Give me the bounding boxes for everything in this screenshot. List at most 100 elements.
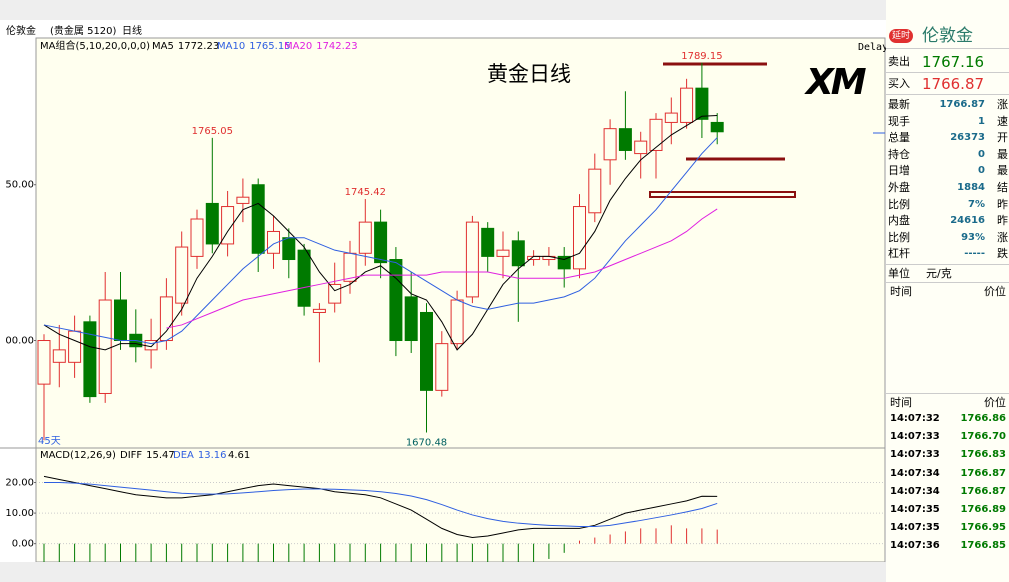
row-extra: 结 — [997, 181, 1008, 194]
candle-body — [664, 112, 678, 123]
tick-price: 1766.85 — [960, 540, 1006, 552]
quote-row: 持仓 0 最 — [886, 146, 1009, 163]
candle-body — [435, 343, 449, 391]
delay: Delay — [858, 42, 886, 53]
legend-entry: MA10 1765.15 — [217, 41, 291, 52]
buy-row: 买入 1766.87 — [886, 74, 1009, 95]
market: (贵金属 5120) — [50, 24, 117, 37]
tick-time: 14:07:33 — [890, 431, 940, 443]
legend-value: 13.16 — [198, 450, 227, 461]
candle-body — [68, 330, 82, 363]
candle-body — [618, 128, 632, 151]
row-label: 比例 — [888, 230, 910, 244]
row-value: 1766.87 — [939, 99, 985, 110]
candle-body — [312, 308, 326, 313]
y-tick-label: 50.00 — [5, 180, 34, 191]
row-label: 总量 — [888, 131, 910, 145]
quote-header: 延时 伦敦金 — [886, 28, 1009, 49]
candle-body — [251, 184, 265, 254]
sell-label: 卖出 — [888, 55, 910, 68]
quote-panel: 延时 伦敦金 卖出 1767.16 买入 1766.87 最新 1766.87 涨现… — [886, 0, 1009, 582]
high-label: 1745.42 — [345, 187, 386, 198]
row-extra: 最 — [997, 164, 1008, 178]
tick-row: 14:07:33 1766.83 — [886, 446, 1009, 463]
legend-name: MA10 — [217, 41, 245, 52]
candle-body — [374, 221, 388, 264]
candle-body — [114, 299, 127, 342]
tick-row: 14:07:34 1766.87 — [886, 465, 1009, 482]
toolbar — [0, 0, 886, 20]
legend-value: 1765.15 — [249, 41, 290, 52]
quote-name: 伦敦金 — [922, 26, 973, 46]
tick-time: 14:07:36 — [890, 540, 940, 552]
quote-row: 杠杆 ----- 跌 — [886, 245, 1009, 262]
row-label: 比例 — [888, 197, 910, 211]
candle-body — [37, 340, 51, 385]
row-value: 1 — [978, 115, 985, 127]
tick-price: 1766.87 — [960, 467, 1006, 479]
candle-body — [267, 230, 280, 254]
candle-body — [465, 221, 479, 298]
legend-value: 1772.23 — [178, 41, 219, 52]
row-extra: 涨 — [997, 230, 1008, 244]
candle-body — [603, 128, 617, 161]
quote-row: 最新 1766.87 涨 — [886, 96, 1009, 113]
logo: XM — [804, 62, 867, 103]
tick-time: 14:07:34 — [890, 467, 940, 479]
candle-body — [297, 249, 311, 307]
candle-body — [710, 121, 724, 133]
ticks-header: 时间 价位 — [886, 393, 1009, 411]
candle-body — [221, 206, 235, 245]
candle-body — [634, 140, 648, 155]
sell-price: 1767.16 — [922, 53, 985, 71]
row-label: 内盘 — [888, 214, 910, 228]
line — [166, 208, 718, 329]
tick-time: 14:07:35 — [890, 522, 940, 534]
candle-body — [588, 168, 602, 214]
row-extra: 最 — [997, 147, 1008, 161]
y-tick-label: 00.00 — [5, 336, 34, 347]
candle-body — [52, 349, 66, 363]
tick-time: 14:07:33 — [890, 449, 940, 461]
candle-body — [557, 255, 571, 270]
instrument: 伦敦金 — [6, 24, 36, 37]
tick-time: 14:07:32 — [890, 413, 940, 424]
line — [43, 137, 718, 345]
row-extra: 跌 — [997, 247, 1008, 261]
tick-price: 1766.95 — [960, 522, 1006, 534]
unit: 元/克 — [926, 267, 952, 280]
chart: 伦敦金 (贵金属 5120) 日线 MA组合(5,10,20,0,0,0) De… — [0, 0, 886, 582]
candle-body — [328, 283, 342, 304]
tick-time: 14:07:34 — [890, 485, 940, 497]
candle-body — [404, 296, 418, 342]
ma-setting: MA组合(5,10,20,0,0,0) — [40, 39, 150, 52]
row-value: 24616 — [950, 215, 985, 227]
buy-label: 买入 — [888, 77, 910, 90]
row-label: 持仓 — [888, 147, 910, 161]
macd-title: MACD(12,26,9) — [40, 450, 116, 461]
row-value: 7% — [968, 198, 985, 210]
row-extra: 开 — [997, 131, 1008, 145]
level-box — [649, 191, 796, 198]
legend-entry: DEA 13.16 — [173, 450, 227, 461]
unit-label: 单位 — [888, 267, 910, 280]
line — [43, 114, 718, 351]
tick-price: 1766.83 — [960, 449, 1006, 461]
quote-row: 比例 93% 涨 — [886, 229, 1009, 246]
row-value: ----- — [964, 248, 985, 260]
row-extra: 速 — [997, 114, 1008, 128]
candle-body — [358, 221, 372, 254]
candle-body — [481, 227, 495, 257]
low-label: 1670.48 — [406, 437, 447, 448]
y-tick-label: 10.00 — [5, 508, 34, 519]
bottom-bar — [0, 562, 886, 582]
buy-price: 1766.87 — [922, 75, 985, 93]
sell-row: 卖出 1767.16 — [886, 52, 1009, 73]
y-tick-label: 20.00 — [5, 478, 34, 489]
tick-time: 14:07:35 — [890, 504, 940, 515]
legend-value: 1742.23 — [316, 41, 357, 52]
tick-row: 14:07:34 1766.87 — [886, 483, 1009, 500]
header-price: 价位 — [984, 285, 1006, 298]
line — [43, 475, 718, 539]
